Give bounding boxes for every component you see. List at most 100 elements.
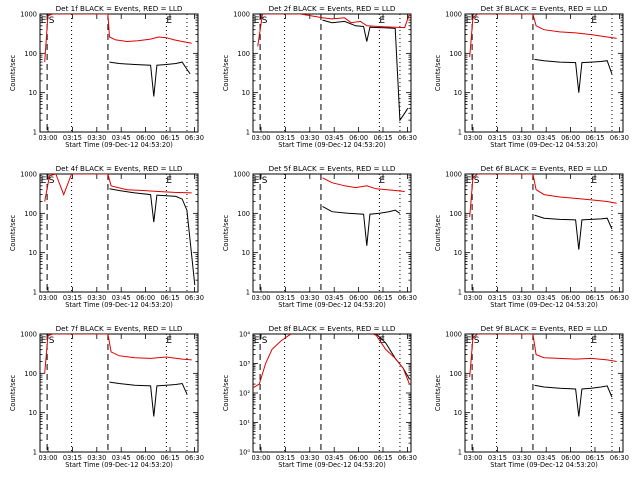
y-tick-label: 10³ [239,360,250,368]
x-axis-label: Start Time (09-Dec-12 04:53:20) [490,301,598,309]
time-marker-label: E [591,336,597,346]
y-tick-label: 100 [24,50,37,58]
x-tick-label: 03:15 [63,294,82,302]
x-tick-label: 03:00 [463,454,482,462]
y-tick-label: 1000 [20,11,37,19]
x-tick-label: 06:00 [349,294,368,302]
x-tick-label: 06:30 [610,134,629,142]
x-tick-label: 03:30 [512,294,531,302]
x-axis-label: Start Time (09-Dec-12 04:53:20) [490,461,598,469]
time-marker-label: S [262,336,268,346]
x-tick-label: 03:00 [463,294,482,302]
time-marker-label: S [474,16,480,26]
y-axis-label: Counts/sec [9,54,17,91]
y-tick-label: 10⁰ [239,449,250,457]
y-tick-label: 1000 [445,11,462,19]
x-tick-label: 03:45 [537,134,556,142]
series-lld-line [257,14,410,47]
time-marker-label: E [41,16,47,26]
y-tick-label: 10 [454,249,462,257]
time-marker-label: E [379,16,385,26]
y-tick-label: 100 [24,210,37,218]
x-tick-label: 03:00 [38,134,57,142]
time-marker-label: E [41,336,47,346]
x-tick-label: 06:15 [160,134,179,142]
x-tick-label: 03:00 [38,454,57,462]
panel-4: Det 4f BLACK = Events, RED = LLD 1 10 100 10… [9,164,204,309]
series-lld-line [253,334,410,389]
plot-frame [464,13,624,133]
series-events-line [534,58,613,93]
y-tick-label: 10¹ [239,419,250,427]
series-events-line [109,188,196,286]
panel-5: Det 5f BLACK = Events, RED = LLD 1 10 100 10… [222,164,417,309]
x-tick-label: 03:30 [87,294,106,302]
plot-frame [39,333,199,453]
x-tick-label: 06:30 [185,454,204,462]
panel-title: Det 5f BLACK = Events, RED = LLD [269,164,396,173]
x-tick-label: 06:00 [136,134,155,142]
series-lld-line [469,174,617,218]
series-lld-line [469,334,617,378]
y-tick-label: 1000 [20,171,37,179]
time-marker-label: S [474,176,480,186]
x-tick-label: 03:45 [325,134,344,142]
y-axis-label: Counts/sec [9,214,17,251]
x-tick-label: 03:15 [488,454,507,462]
y-tick-label: 1000 [445,331,462,339]
y-tick-label: 10² [239,390,250,398]
series-lld-line [44,14,192,63]
time-marker-label: S [262,176,268,186]
x-tick-label: 06:15 [160,454,179,462]
x-tick-label: 06:00 [561,294,580,302]
panel-title: Det 4f BLACK = Events, RED = LLD [56,164,183,173]
x-tick-label: 06:15 [585,454,604,462]
time-marker-label: E [254,336,260,346]
x-tick-label: 06:15 [373,134,392,142]
x-tick-label: 06:15 [373,294,392,302]
y-tick-label: 1000 [20,331,37,339]
x-tick-label: 03:45 [325,294,344,302]
x-tick-label: 06:00 [349,454,368,462]
x-tick-label: 03:45 [112,454,131,462]
time-marker-label: S [474,336,480,346]
panel-title: Det 1f BLACK = Events, RED = LLD [56,4,183,13]
plot-frame [39,13,199,133]
y-tick-label: 1000 [445,171,462,179]
y-tick-label: 1 [33,449,37,457]
x-tick-label: 03:45 [112,134,131,142]
x-axis-label: Start Time (09-Dec-12 04:53:20) [65,301,173,309]
x-tick-label: 03:30 [87,454,106,462]
x-axis-label: Start Time (09-Dec-12 04:53:20) [278,141,386,149]
time-marker-label: E [591,16,597,26]
panel-title: Det 9f BLACK = Events, RED = LLD [481,324,608,333]
x-tick-label: 03:30 [300,454,319,462]
series-events-line [109,61,191,97]
time-marker-label: E [166,16,172,26]
x-tick-label: 03:45 [537,294,556,302]
x-tick-label: 03:00 [251,294,270,302]
time-marker-label: E [379,336,385,346]
y-tick-label: 1000 [233,11,250,19]
plot-frame [464,173,624,293]
time-marker-label: E [41,176,47,186]
x-tick-label: 06:00 [136,294,155,302]
panel-1: Det 1f BLACK = Events, RED = LLD 1 10 100 10… [9,4,204,149]
series-lld-line [322,177,405,192]
x-tick-label: 03:45 [325,454,344,462]
x-tick-label: 06:00 [136,454,155,462]
panel-title: Det 6f BLACK = Events, RED = LLD [481,164,608,173]
series-events-line [534,384,613,417]
x-tick-label: 03:30 [512,134,531,142]
panel-6: Det 6f BLACK = Events, RED = LLD 1 10 100 10… [434,164,629,309]
y-tick-label: 100 [237,210,250,218]
y-axis-label: Counts/sec [9,374,17,411]
x-tick-label: 06:15 [585,294,604,302]
panel-title: Det 2f BLACK = Events, RED = LLD [269,4,396,13]
y-tick-label: 10 [29,249,37,257]
series-events-line [534,214,613,250]
x-tick-label: 06:00 [561,134,580,142]
time-marker-label: E [591,176,597,186]
y-tick-label: 1 [246,129,250,137]
y-tick-label: 100 [449,370,462,378]
